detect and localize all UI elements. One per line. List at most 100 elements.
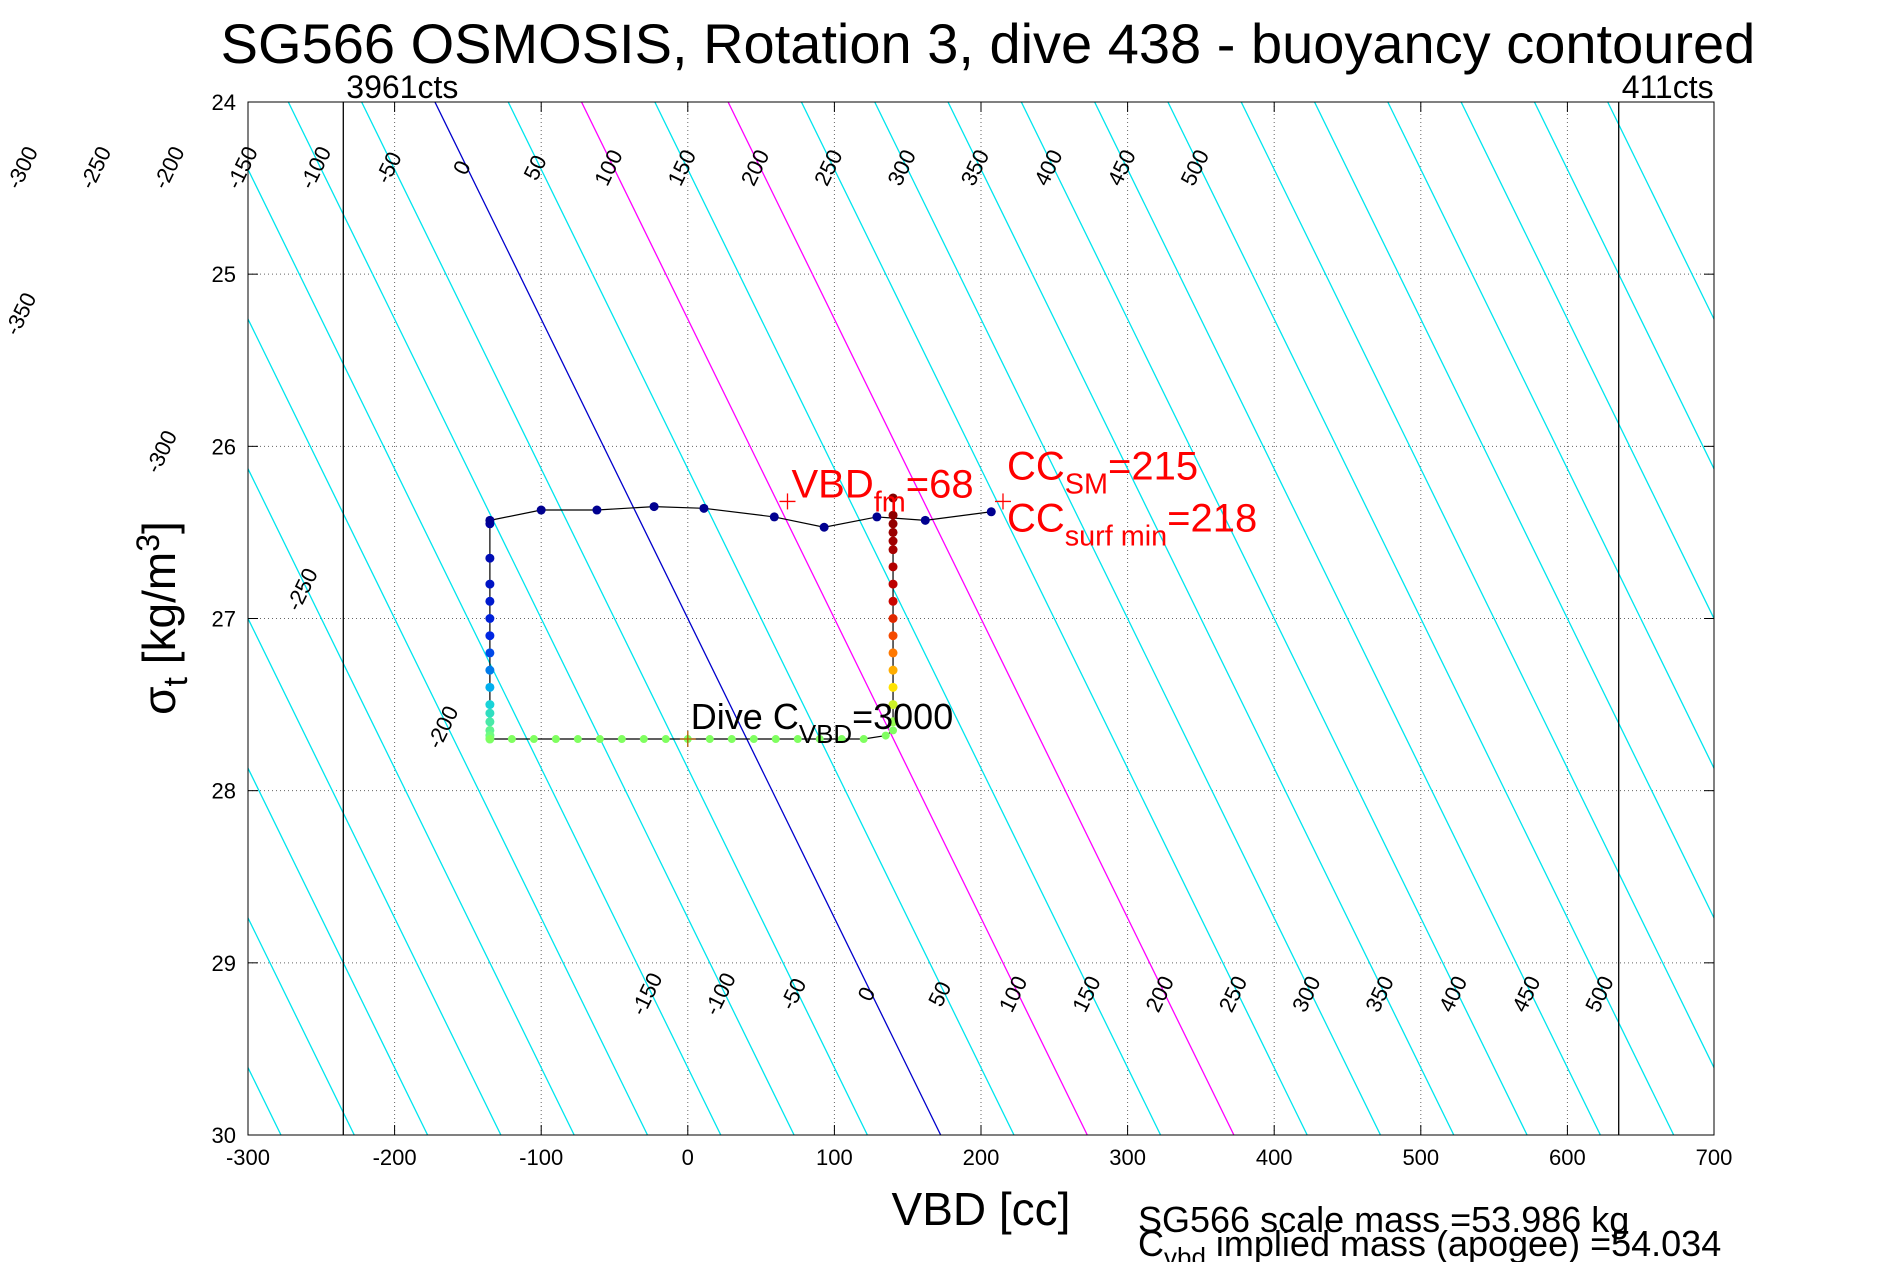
bottom-point bbox=[639, 735, 648, 744]
chart-title: SG566 OSMOSIS, Rotation 3, dive 438 - bu… bbox=[221, 12, 1756, 75]
contour-label: -300 bbox=[1, 142, 43, 193]
contour-line bbox=[874, 102, 1382, 1135]
dive-point bbox=[485, 665, 495, 675]
contour-line bbox=[1387, 102, 1714, 770]
dive-point bbox=[485, 614, 495, 623]
contour-line bbox=[507, 102, 1015, 1135]
contour-line bbox=[248, 467, 575, 1135]
bottom-point bbox=[815, 735, 824, 744]
climb-point bbox=[888, 536, 898, 546]
dive-cvbd-marker bbox=[679, 731, 696, 748]
bottom-point bbox=[749, 735, 758, 744]
contour-line bbox=[580, 102, 1088, 1135]
climb-point bbox=[888, 562, 898, 572]
bottom-point bbox=[551, 735, 560, 744]
dive-cvbd-label: Dive CVBD=3000 bbox=[691, 696, 953, 749]
bottom-point bbox=[617, 735, 626, 744]
contour-line bbox=[800, 102, 1308, 1135]
contour-line bbox=[361, 102, 868, 1135]
dive-point bbox=[485, 553, 495, 563]
climb-point bbox=[888, 717, 898, 727]
y-tick-label: 24 bbox=[212, 90, 236, 115]
axis-ticks: -300 -200 -100 0 100 200 300 400 500 600 700 24 25 26… bbox=[212, 90, 1733, 1170]
x-tick-label: 600 bbox=[1549, 1145, 1586, 1170]
surface-point bbox=[649, 502, 659, 512]
contour-label: -300 bbox=[140, 426, 182, 477]
contour-line bbox=[0, 102, 134, 1135]
dive-point bbox=[485, 717, 495, 727]
bottom-point bbox=[661, 735, 670, 744]
contour-line bbox=[1607, 102, 1714, 321]
bottom-point bbox=[859, 735, 868, 744]
climb-point bbox=[888, 665, 898, 675]
x-tick-label: 500 bbox=[1402, 1145, 1439, 1170]
contour-line bbox=[0, 102, 61, 1135]
climb-point bbox=[888, 519, 898, 529]
dive-point bbox=[485, 631, 495, 641]
x-tick-label: 300 bbox=[1109, 1145, 1146, 1170]
bottom-point bbox=[507, 735, 516, 744]
count-limit-label: 411cts bbox=[1622, 69, 1714, 105]
bottom-point bbox=[485, 735, 494, 744]
contour-line bbox=[1167, 102, 1675, 1135]
bottom-point bbox=[705, 735, 714, 744]
climb-point bbox=[888, 545, 898, 555]
contour-line bbox=[248, 916, 355, 1135]
x-tick-label: -200 bbox=[373, 1145, 417, 1170]
y-axis-label: σt [kg/m3] bbox=[130, 521, 195, 715]
contour-line bbox=[1460, 102, 1714, 620]
surface-point bbox=[872, 512, 882, 522]
cc-sm-marker bbox=[994, 493, 1011, 510]
contour-label: -350 bbox=[0, 289, 41, 340]
y-tick-label: 30 bbox=[212, 1123, 236, 1148]
climb-point bbox=[888, 631, 898, 641]
cc-surf-min-label: CCsurf min=218 bbox=[1007, 496, 1257, 552]
contour-label: -200 bbox=[148, 142, 190, 193]
vbd-fm-marker bbox=[779, 493, 796, 510]
y-tick-label: 25 bbox=[212, 262, 236, 287]
count-limit-lines bbox=[342, 102, 1620, 1135]
climb-point bbox=[888, 579, 898, 589]
y-tick-label: 28 bbox=[212, 779, 236, 804]
y-tick-label: 27 bbox=[212, 607, 236, 632]
bottom-point bbox=[793, 735, 802, 744]
climb-point bbox=[888, 682, 898, 692]
contour-line bbox=[1240, 102, 1714, 1070]
bottom-point bbox=[529, 735, 538, 744]
y-tick-label: 29 bbox=[212, 951, 236, 976]
dive-point bbox=[485, 708, 495, 718]
contour-line bbox=[654, 102, 1162, 1135]
cc-sm-label: CCSM=215 bbox=[1007, 444, 1198, 500]
surface-point bbox=[769, 512, 779, 522]
contour-line bbox=[1313, 102, 1714, 920]
count-limit-label: 3961cts bbox=[346, 69, 458, 105]
bottom-point bbox=[573, 735, 582, 744]
surface-point bbox=[986, 507, 996, 517]
x-tick-label: 100 bbox=[816, 1145, 853, 1170]
dive-point bbox=[485, 579, 495, 589]
surface-point bbox=[819, 522, 829, 532]
y-tick-label: 26 bbox=[212, 434, 236, 459]
x-tick-label: -300 bbox=[226, 1145, 270, 1170]
contour-line bbox=[1020, 102, 1528, 1135]
x-tick-label: -100 bbox=[519, 1145, 563, 1170]
x-tick-label: 700 bbox=[1696, 1145, 1733, 1170]
vbd-fm-label: VBDfm=68 bbox=[791, 462, 973, 518]
contour-line bbox=[947, 102, 1455, 1135]
contour-line bbox=[287, 102, 795, 1135]
x-tick-label: 0 bbox=[682, 1145, 694, 1170]
dive-trajectory bbox=[485, 493, 996, 744]
bottom-point bbox=[837, 735, 846, 744]
contour-line bbox=[248, 317, 649, 1135]
x-axis-label: VBD [cc] bbox=[892, 1183, 1071, 1235]
buoyancy-contours bbox=[0, 102, 1714, 1135]
bottom-point bbox=[889, 726, 898, 735]
surface-point bbox=[536, 505, 546, 515]
climb-point bbox=[888, 700, 898, 710]
bottom-point bbox=[727, 735, 736, 744]
bottom-point bbox=[595, 735, 604, 744]
surface-path bbox=[489, 505, 992, 528]
climb-point bbox=[888, 648, 898, 658]
contour-line bbox=[727, 102, 1235, 1135]
dive-point bbox=[485, 596, 495, 606]
